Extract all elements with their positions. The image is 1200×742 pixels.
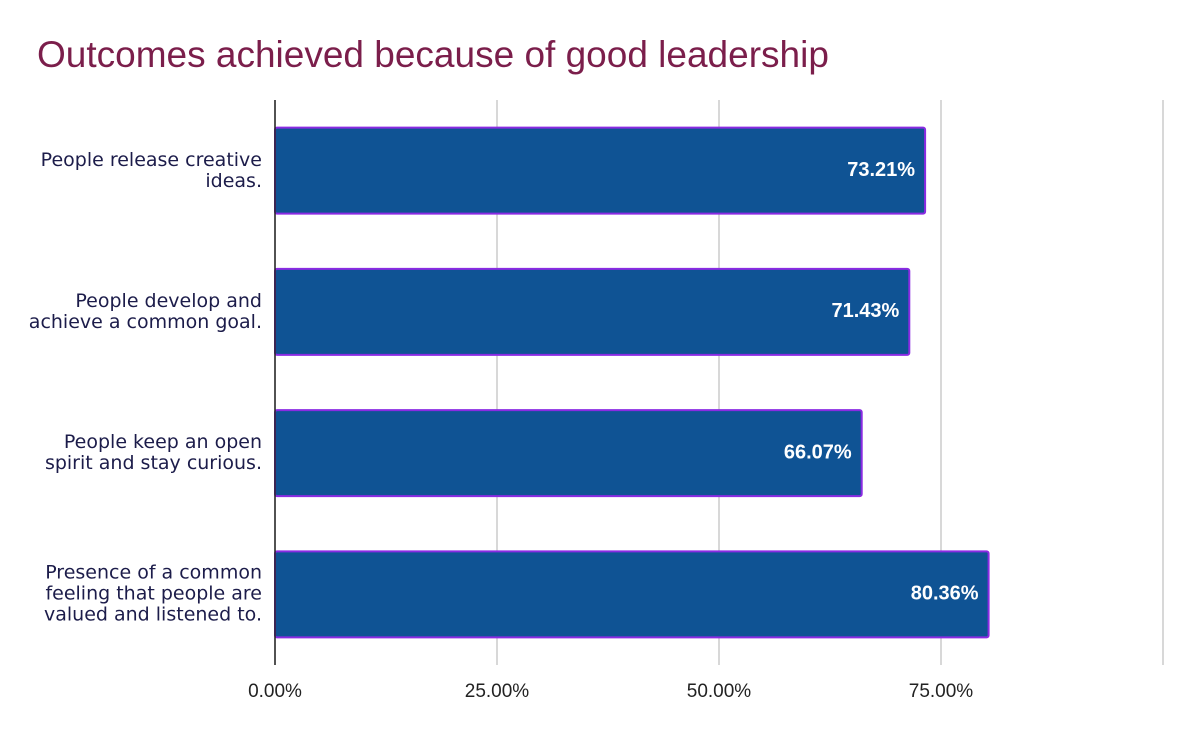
data-label: 73.21% — [847, 159, 915, 181]
data-label: 80.36% — [911, 583, 979, 605]
y-tick-label: People develop and achieve a common goal… — [28, 289, 262, 333]
x-tick-label: 25.00% — [465, 681, 530, 702]
y-tick-label: People release creative ideas. — [40, 148, 262, 192]
bar — [274, 550, 990, 639]
bar — [274, 267, 911, 356]
x-tick-label: 0.00% — [248, 681, 302, 702]
x-tick-label: 50.00% — [687, 681, 752, 702]
x-tick-label: 75.00% — [909, 681, 974, 702]
chart-title: Outcomes achieved because of good leader… — [37, 34, 829, 75]
y-tick-label: People keep an open spirit and stay curi… — [44, 431, 262, 475]
data-label: 66.07% — [784, 441, 852, 463]
bar — [274, 126, 927, 215]
y-tick-label: Presence of a common feeling that people… — [44, 561, 262, 626]
data-label: 71.43% — [831, 300, 899, 322]
bar — [274, 409, 863, 498]
